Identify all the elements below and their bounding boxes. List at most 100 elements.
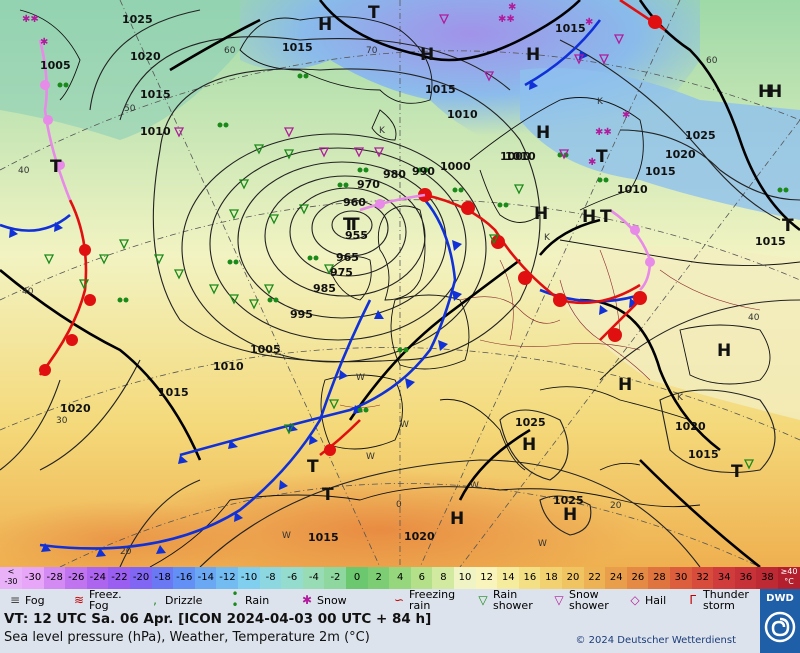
- scale-cell: -22: [108, 567, 131, 589]
- isobar-pressure-label: 1000: [440, 160, 471, 173]
- dwd-logo-text: DWD: [766, 593, 794, 604]
- map-annotation-label: W: [366, 452, 375, 462]
- isobar-pressure-label: 990: [412, 165, 435, 178]
- legend-item: ≡ Fog: [8, 589, 45, 611]
- scale-cell: 32: [691, 567, 714, 589]
- scale-cell: 26: [626, 567, 649, 589]
- pressure-center-label: H: [526, 45, 540, 65]
- map-annotation-label: 20: [610, 501, 622, 511]
- map-annotation-label: W: [400, 420, 409, 430]
- legend-item: ≋ Freez. Fog: [72, 589, 122, 611]
- isobar-pressure-label: 980: [383, 168, 406, 181]
- isobar-pressure-label: 1025: [685, 129, 716, 142]
- svg-text:✱: ✱: [508, 2, 516, 13]
- svg-text:✱: ✱: [40, 37, 48, 48]
- isobar-pressure-label: 1015: [282, 41, 313, 54]
- legend-label: Freezing rain: [409, 588, 456, 612]
- scale-cell: -26: [65, 567, 88, 589]
- thunderstorm-icon: Г: [689, 592, 697, 607]
- pressure-center-label: T: [731, 462, 743, 482]
- scale-cell: 6: [410, 567, 433, 589]
- map-annotation-label: 70: [366, 46, 378, 56]
- scale-cell: 8: [432, 567, 455, 589]
- map-annotation-label: W: [282, 531, 291, 541]
- scale-cell: -6: [281, 567, 304, 589]
- legend-item: ∽ Freezing rain: [392, 589, 455, 611]
- isobar-pressure-label: 1005: [250, 343, 281, 356]
- isobar-pressure-label: 1000: [500, 150, 531, 163]
- isobar-pressure-label: 1010: [617, 183, 648, 196]
- temperature-color-scale: < -30 -30 -28 -26 -24 -22 -20 -18 -16 -14 -12 -10 -8…: [0, 567, 800, 589]
- svg-text:✱: ✱: [588, 157, 596, 168]
- map-annotation-label: 0: [396, 500, 402, 510]
- scale-cell: 14: [497, 567, 520, 589]
- map-annotation-label: 40: [748, 313, 760, 323]
- legend-item: • • Rain: [228, 588, 270, 611]
- isobar-pressure-label: 1020: [675, 420, 706, 433]
- pressure-center-label: H: [563, 505, 577, 525]
- cold-fronts: [0, 19, 641, 550]
- scale-cell: -30: [22, 567, 45, 589]
- isobar-pressure-label: 960: [343, 196, 366, 209]
- scale-cell: 10: [454, 567, 477, 589]
- pressure-center-label: H: [582, 207, 596, 227]
- map-annotation-label: W: [470, 481, 479, 491]
- isobar-pressure-label: 1010: [213, 360, 244, 373]
- scale-cell: -4: [302, 567, 325, 589]
- strong-isobars: [0, 0, 800, 567]
- drizzle-icon: ,: [153, 592, 157, 607]
- hail-icon: ◇: [630, 592, 640, 607]
- scale-cell: -2: [324, 567, 347, 589]
- pressure-center-label: H: [758, 82, 772, 102]
- coastlines: [19, 9, 800, 567]
- pressure-center-label: H: [522, 435, 536, 455]
- pressure-center-label: T: [50, 157, 62, 177]
- pressure-center-label: H: [318, 15, 332, 35]
- warm-airmass-westafrica: [0, 500, 260, 567]
- scale-cell: 36: [734, 567, 757, 589]
- map-annotation-label: 20: [120, 547, 132, 557]
- snow-symbols: ✱✱✱ ✱✱✱ ✱✱✱ ✱✱: [22, 2, 630, 168]
- scale-cell: -14: [194, 567, 217, 589]
- weather-legend: ≡ Fog ≋ Freez. Fog, Drizzle • • Rain ✱ Snow ∽ Free…: [0, 588, 760, 612]
- pressure-center-label: T: [343, 215, 355, 235]
- legend-label: Snow: [317, 593, 347, 607]
- isobar-pressure-label: 955: [345, 229, 368, 242]
- warm-front-semicircles: [39, 15, 662, 456]
- graticule: [0, 0, 800, 567]
- map-annotation-label: 50: [124, 104, 136, 114]
- pressure-center-label: T: [322, 485, 334, 505]
- scale-low-cell: < -30: [0, 567, 22, 589]
- svg-text:✱✱: ✱✱: [595, 127, 612, 138]
- legend-item: ✱ Snow: [300, 589, 347, 611]
- scale-cell: 18: [540, 567, 563, 589]
- legend-item: Г Thunder storm: [686, 589, 749, 611]
- scale-cell: -10: [238, 567, 261, 589]
- pressure-center-label: T: [348, 215, 360, 235]
- isobar-pressure-label: 1015: [308, 531, 339, 544]
- valid-time-label: VT: 12 UTC Sa. 06 Apr. [ICON 2024-04-03 …: [4, 611, 432, 627]
- isobar-pressure-label: 1010: [447, 108, 478, 121]
- pressure-center-label: H: [717, 341, 731, 361]
- isobar-pressure-label: 1020: [60, 402, 91, 415]
- isobar-pressure-label: 1020: [130, 50, 161, 63]
- map-annotation-label: W: [356, 373, 365, 383]
- scale-cell: 20: [562, 567, 585, 589]
- pressure-center-label: H: [536, 123, 550, 143]
- map-annotation-label: K: [597, 97, 604, 107]
- map-annotation-label: K: [379, 126, 386, 136]
- pressure-center-label: H: [534, 204, 548, 224]
- pressure-center-label: H: [450, 509, 464, 529]
- pressure-center-label: H: [618, 375, 632, 395]
- snow-icon: ✱: [301, 592, 313, 607]
- dwd-spiral-icon: [764, 611, 796, 643]
- scale-cell: -24: [86, 567, 109, 589]
- legend-label: Rain shower: [493, 588, 533, 612]
- svg-text:✱: ✱: [622, 110, 630, 121]
- scale-cell: 22: [583, 567, 606, 589]
- rain-symbols: [57, 73, 789, 413]
- rain-shower-icon: ▽: [478, 592, 488, 607]
- legend-label: Rain: [245, 593, 270, 607]
- isobar-pressure-label: 1020: [665, 148, 696, 161]
